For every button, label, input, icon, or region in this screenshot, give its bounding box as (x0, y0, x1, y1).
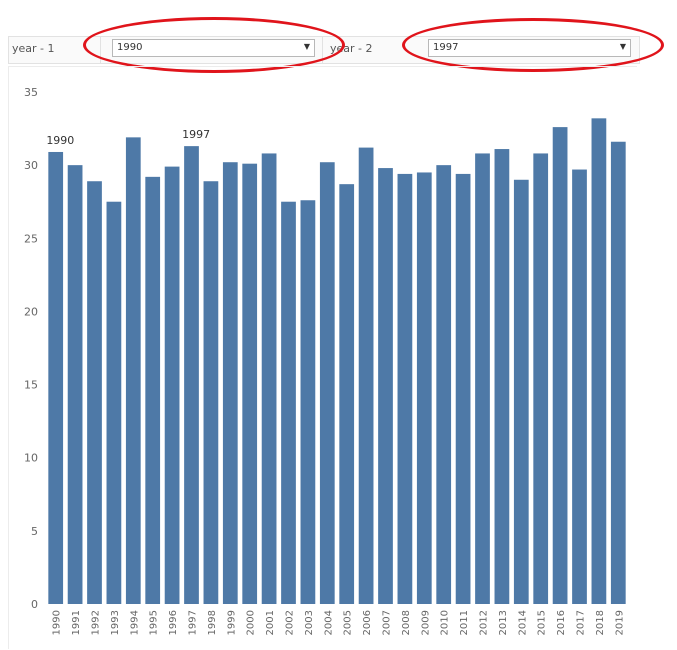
bar-1992[interactable] (87, 181, 102, 604)
bar-2007[interactable] (378, 168, 393, 604)
x-tick-label: 2016 (556, 610, 567, 635)
x-tick-label: 2014 (517, 610, 528, 635)
year2-select[interactable]: 1997 ▼ (428, 39, 631, 57)
x-tick-label: 1995 (149, 610, 160, 635)
bar-2001[interactable] (261, 153, 277, 604)
x-tick-label: 1993 (110, 610, 121, 635)
bar-2016[interactable] (552, 127, 568, 604)
x-tick-label: 2002 (285, 610, 296, 635)
x-tick-label: 2006 (362, 610, 373, 635)
x-tick-label: 2012 (479, 610, 490, 635)
x-tick-label: 1998 (207, 610, 218, 635)
toolbar-divider (322, 36, 323, 64)
bar-1998[interactable] (203, 181, 219, 604)
y-axis: 0 5 10 15 20 25 30 35 (24, 86, 38, 611)
bar-2012[interactable] (475, 153, 490, 604)
y-tick-label: 25 (24, 232, 38, 245)
y-tick-label: 10 (24, 452, 38, 465)
x-tick-label: 2004 (323, 610, 334, 635)
bar-1995[interactable] (145, 176, 161, 605)
y-tick-label: 20 (24, 305, 38, 318)
y-tick-label: 15 (24, 379, 38, 392)
bar-1990[interactable] (48, 151, 64, 604)
x-tick-label: 2003 (304, 610, 315, 635)
bar-2002[interactable] (281, 201, 296, 604)
x-axis: 1990 1991 1992 1993 1994 1995 1996 1997 1998 1999… (52, 610, 626, 635)
x-tick-label: 2000 (246, 610, 257, 635)
year1-select-value: 1990 (117, 42, 143, 53)
x-tick-label: 1996 (168, 610, 179, 635)
x-tick-label: 2015 (537, 610, 548, 635)
toolbar-divider (100, 36, 101, 64)
x-tick-label: 2008 (401, 610, 412, 635)
y-tick-label: 5 (31, 525, 38, 538)
x-tick-label: 2013 (498, 610, 509, 635)
bar-highlight-label: 1990 (46, 134, 74, 147)
bar-2006[interactable] (358, 147, 374, 605)
bar-2004[interactable] (319, 162, 335, 604)
x-tick-label: 1992 (91, 610, 102, 635)
x-tick-label: 2018 (595, 610, 606, 635)
bar-2019[interactable] (610, 141, 626, 605)
bar-2005[interactable] (339, 184, 355, 604)
chevron-down-icon[interactable]: ▼ (303, 42, 310, 51)
bar-1999[interactable] (222, 162, 238, 604)
x-tick-label: 1991 (71, 610, 82, 635)
bar-2015[interactable] (533, 153, 549, 604)
bars (48, 118, 626, 605)
bar-1991[interactable] (67, 165, 83, 604)
year2-select-value: 1997 (433, 42, 459, 53)
bar-2008[interactable] (397, 173, 413, 605)
bar-2003[interactable] (300, 200, 316, 604)
bar-2017[interactable] (572, 169, 587, 604)
bar-1996[interactable] (164, 166, 180, 604)
x-tick-label: 2007 (382, 610, 393, 635)
bar-1997[interactable] (184, 146, 199, 604)
bar-2014[interactable] (513, 179, 529, 604)
x-tick-label: 1999 (226, 610, 237, 635)
x-tick-label: 2011 (459, 610, 470, 635)
bar-2009[interactable] (416, 172, 432, 604)
x-tick-label: 2010 (440, 610, 451, 635)
x-tick-label: 1990 (52, 610, 63, 635)
bar-2010[interactable] (436, 165, 452, 604)
year1-select[interactable]: 1990 ▼ (112, 39, 315, 57)
bar-2018[interactable] (591, 118, 607, 605)
x-tick-label: 2001 (265, 610, 276, 635)
bar-1994[interactable] (125, 137, 141, 604)
bar-2011[interactable] (455, 173, 471, 605)
bar-labels: 1990 1997 (46, 128, 210, 147)
y-tick-label: 0 (31, 598, 38, 611)
bar-1993[interactable] (106, 201, 122, 604)
x-tick-label: 2009 (420, 610, 431, 635)
chevron-down-icon[interactable]: ▼ (619, 42, 626, 51)
bar-highlight-label: 1997 (182, 128, 210, 141)
chart-frame (8, 66, 637, 649)
year1-label: year - 1 (12, 42, 55, 55)
x-tick-label: 2019 (614, 610, 625, 635)
bar-2000[interactable] (242, 163, 258, 604)
x-tick-label: 2005 (343, 610, 354, 635)
y-tick-label: 30 (24, 159, 38, 172)
bar-2013[interactable] (494, 149, 510, 604)
x-tick-label: 1994 (129, 610, 140, 635)
x-tick-label: 2017 (576, 610, 587, 635)
y-tick-label: 35 (24, 86, 38, 99)
x-tick-label: 1997 (188, 610, 199, 635)
year2-label: year - 2 (330, 42, 373, 55)
